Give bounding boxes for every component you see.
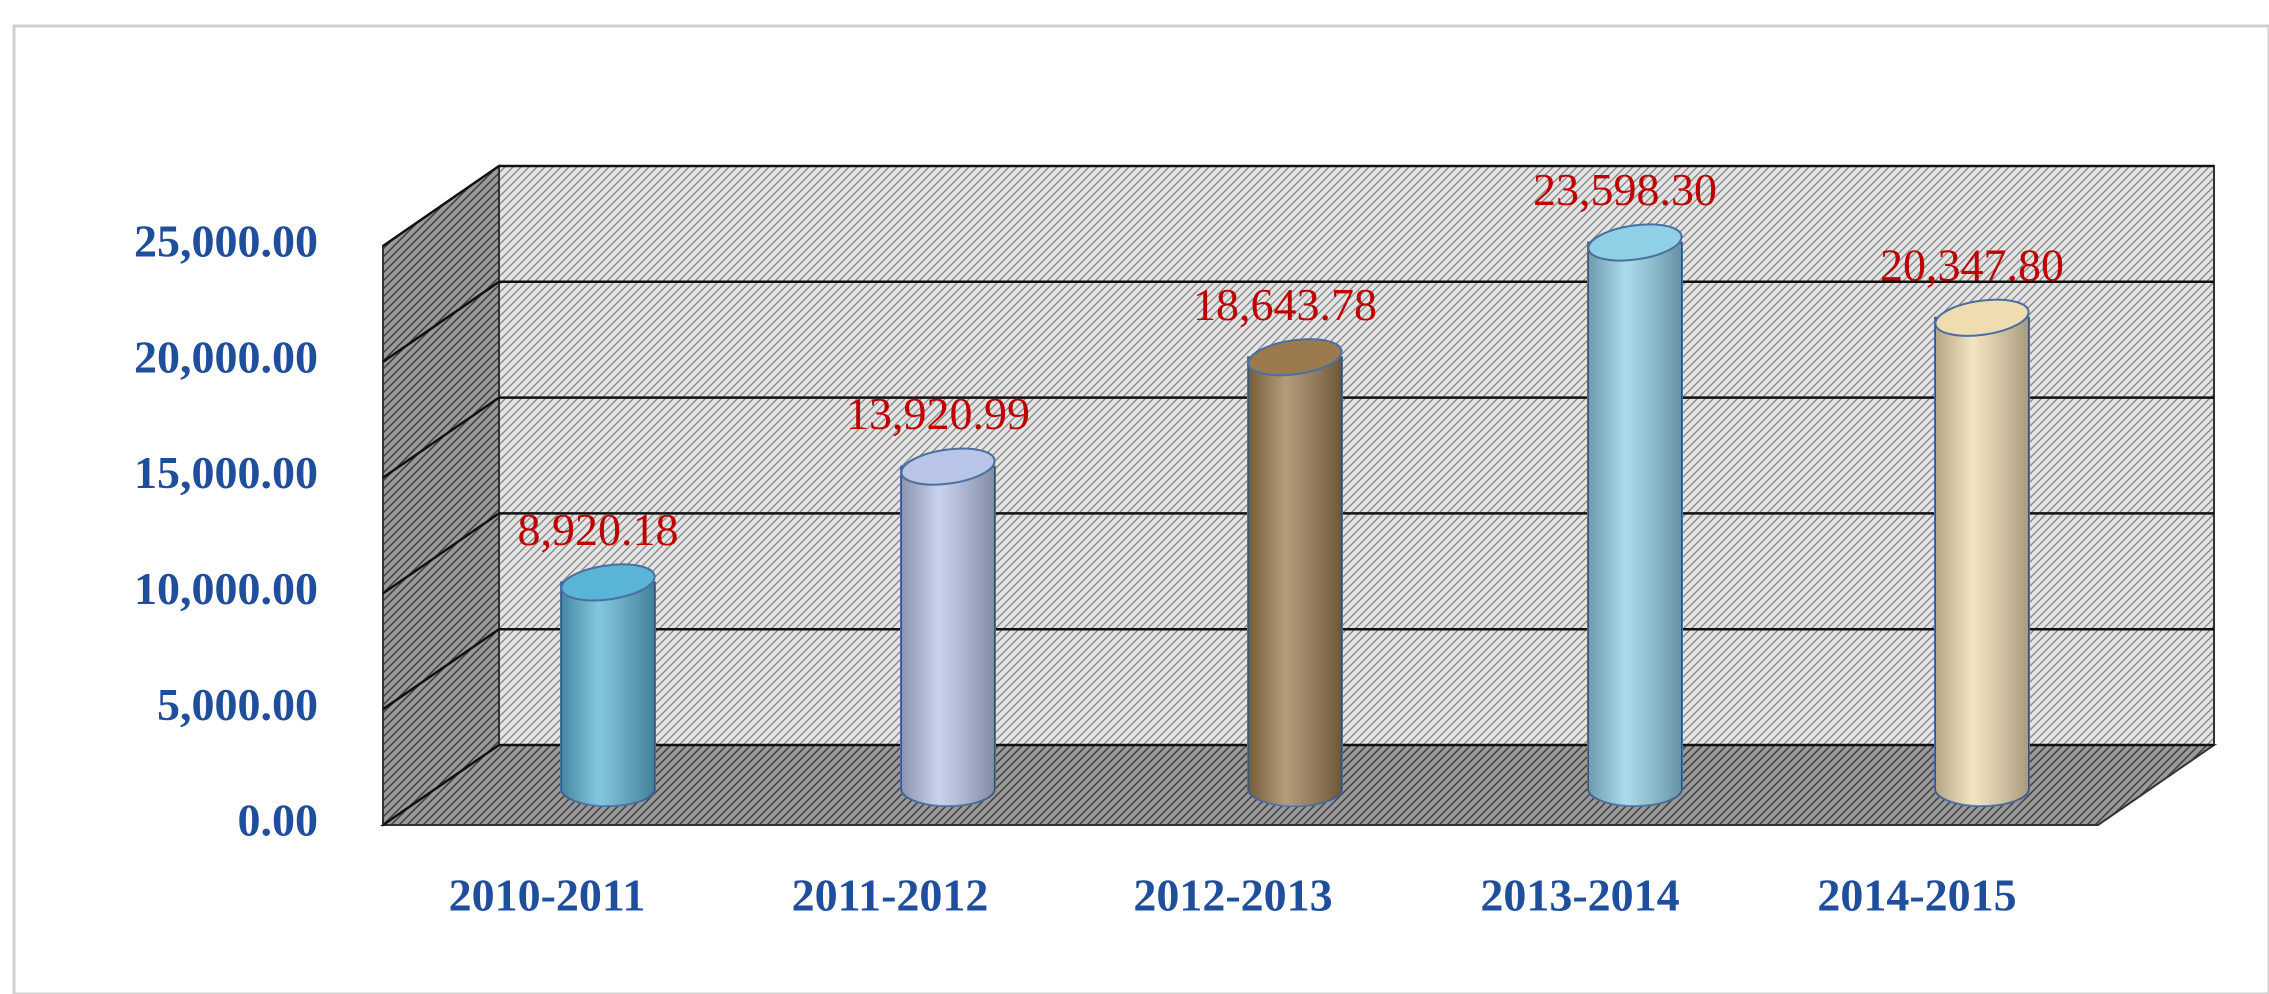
value-label: 13,920.99: [846, 388, 1030, 439]
y-tick-label: 15,000.00: [134, 447, 318, 498]
grid-line-side: [382, 743, 500, 827]
bar-top: [1934, 298, 2030, 337]
x-tick-label: 2014-2015: [1817, 870, 2016, 921]
x-tick-label: 2013-2014: [1480, 870, 1679, 921]
bar-shade: [1588, 242, 1682, 806]
grid-line-side: [382, 396, 500, 479]
bar-shade: [561, 582, 655, 806]
x-tick-label: 2012-2013: [1133, 870, 1332, 921]
bar-top: [1587, 223, 1683, 262]
bar: [1247, 338, 1343, 807]
side-wall: [382, 164, 500, 827]
bar: [1587, 223, 1683, 807]
y-tick-label: 0.00: [238, 795, 319, 846]
y-tick-label: 10,000.00: [134, 563, 318, 614]
bar: [1934, 298, 2030, 807]
x-tick-label: 2010-2011: [449, 870, 646, 921]
value-label: 18,643.78: [1193, 279, 1377, 330]
y-tick-label: 20,000.00: [134, 331, 318, 382]
value-label: 8,920.18: [518, 504, 679, 555]
bar: [560, 563, 656, 807]
grid-line-side: [382, 628, 500, 711]
bar-shade: [901, 466, 995, 806]
x-tick-label: 2011-2012: [792, 870, 989, 921]
value-label: 20,347.80: [1880, 239, 2064, 290]
frame: [12, 24, 2269, 994]
y-tick-label: 25,000.00: [134, 216, 318, 267]
value-label: 23,598.30: [1533, 164, 1717, 215]
grid-line-side: [382, 164, 500, 248]
bar-shade: [1935, 317, 2029, 806]
bar: [900, 447, 996, 807]
grid-line-side: [382, 512, 500, 595]
grid-line-side: [382, 280, 500, 363]
y-tick-label: 5,000.00: [157, 679, 318, 730]
bar-shade: [1248, 357, 1342, 806]
bar-top: [1247, 338, 1343, 377]
bar-top: [560, 563, 656, 602]
bar-top: [900, 447, 996, 486]
